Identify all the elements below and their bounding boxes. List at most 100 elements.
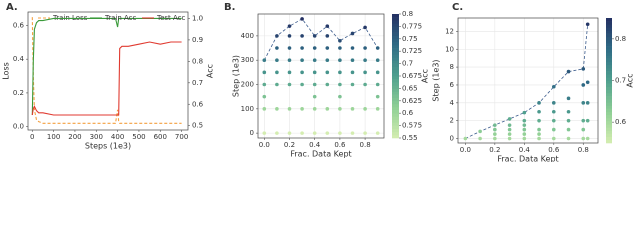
- point: [262, 70, 267, 75]
- colorbar-cell: [606, 136, 612, 141]
- point: [551, 136, 556, 141]
- legend-label: Test Acc: [156, 14, 186, 22]
- point: [325, 131, 330, 135]
- x-tick-label: 0.4: [309, 141, 321, 149]
- point: [325, 82, 330, 87]
- colorbar-cell: [606, 93, 612, 97]
- colorbar-cell: [392, 48, 399, 52]
- point: [312, 46, 317, 50]
- colorbar-cell: [606, 52, 612, 56]
- point: [300, 82, 304, 87]
- colorbar-cell: [392, 100, 399, 105]
- point: [300, 17, 304, 21]
- colorbar-cell: [392, 45, 399, 49]
- colorbar-tick-label: 0.8: [615, 35, 626, 43]
- point: [350, 131, 355, 135]
- point: [312, 94, 317, 99]
- colorbar-tick-label: 0.625: [402, 97, 422, 105]
- colorbar-cell: [392, 51, 399, 55]
- colorbar-cell: [606, 80, 612, 84]
- point: [566, 69, 571, 74]
- x-tick-label: 0.8: [360, 141, 371, 149]
- colorbar-cell: [392, 41, 399, 46]
- colorbar-tick-label: 0.65: [402, 84, 418, 92]
- x-tick-label: 100: [47, 133, 60, 141]
- y-tick-label: 0: [250, 129, 254, 137]
- point: [551, 109, 556, 114]
- point: [581, 118, 586, 123]
- point: [581, 83, 586, 87]
- colorbar-cell: [392, 131, 399, 136]
- colorbar-cell: [392, 26, 399, 30]
- colorbar-label: Acc: [626, 73, 635, 87]
- point: [566, 118, 571, 123]
- point: [581, 101, 586, 105]
- point: [537, 127, 541, 132]
- colorbar-cell: [606, 83, 612, 88]
- point: [338, 70, 342, 75]
- point: [325, 58, 330, 62]
- colorbar-cell: [606, 114, 612, 119]
- point: [312, 131, 317, 135]
- point: [350, 70, 355, 75]
- point: [363, 107, 367, 111]
- colorbar-cell: [606, 39, 612, 44]
- point: [325, 34, 330, 38]
- figure: A.0 100 200 300 400 500 600 7000.00.20.40.6Step…: [2, 2, 635, 162]
- point: [375, 82, 380, 87]
- colorbar-cell: [606, 71, 612, 75]
- colorbar-tick-label: 0.75: [402, 35, 418, 43]
- y-tick-label: 10: [445, 45, 454, 53]
- colorbar-cell: [392, 103, 399, 108]
- point: [338, 46, 342, 50]
- colorbar-cell: [606, 30, 612, 34]
- colorbar-cell: [392, 134, 399, 139]
- point: [275, 58, 279, 62]
- colorbar-tick-label: 0.775: [402, 22, 422, 30]
- colorbar-cell: [606, 49, 612, 53]
- colorbar-cell: [606, 21, 612, 25]
- point: [325, 24, 330, 28]
- point: [363, 131, 367, 135]
- point: [581, 67, 586, 71]
- x-tick-label: 300: [90, 133, 103, 141]
- colorbar-cell: [606, 127, 612, 131]
- colorbar-cell: [392, 97, 399, 102]
- colorbar-cell: [392, 110, 399, 114]
- point: [507, 123, 512, 127]
- colorbar-cell: [606, 102, 612, 106]
- y-tick-label: 2: [450, 117, 454, 125]
- point: [551, 101, 556, 105]
- colorbar-label: Acc: [421, 69, 430, 83]
- colorbar-cell: [392, 66, 399, 71]
- colorbar-cell: [392, 32, 399, 36]
- point: [325, 70, 330, 75]
- colorbar-cell: [606, 36, 612, 41]
- series-line: [31, 17, 182, 116]
- y-tick-label: 400: [241, 32, 254, 40]
- point: [338, 94, 342, 99]
- max-line: [465, 24, 589, 139]
- colorbar-cell: [606, 86, 612, 91]
- point: [507, 132, 512, 136]
- x-tick-label: 0.2: [284, 141, 295, 149]
- panel-label: C.: [452, 2, 463, 13]
- point: [262, 107, 267, 111]
- max-line: [263, 18, 379, 61]
- point: [522, 118, 527, 123]
- point: [585, 118, 590, 123]
- point: [566, 127, 571, 132]
- point: [493, 127, 497, 132]
- colorbar-cell: [392, 14, 399, 18]
- point: [375, 46, 380, 50]
- point: [262, 131, 267, 135]
- y2-tick-label: 0.5: [192, 122, 203, 130]
- colorbar-cell: [606, 77, 612, 81]
- colorbar-cell: [392, 113, 399, 117]
- y-tick-label: 0.2: [13, 89, 24, 97]
- point: [522, 110, 527, 115]
- point: [350, 58, 355, 62]
- colorbar-cell: [606, 133, 612, 138]
- point: [275, 46, 279, 50]
- colorbar-cell: [606, 124, 612, 128]
